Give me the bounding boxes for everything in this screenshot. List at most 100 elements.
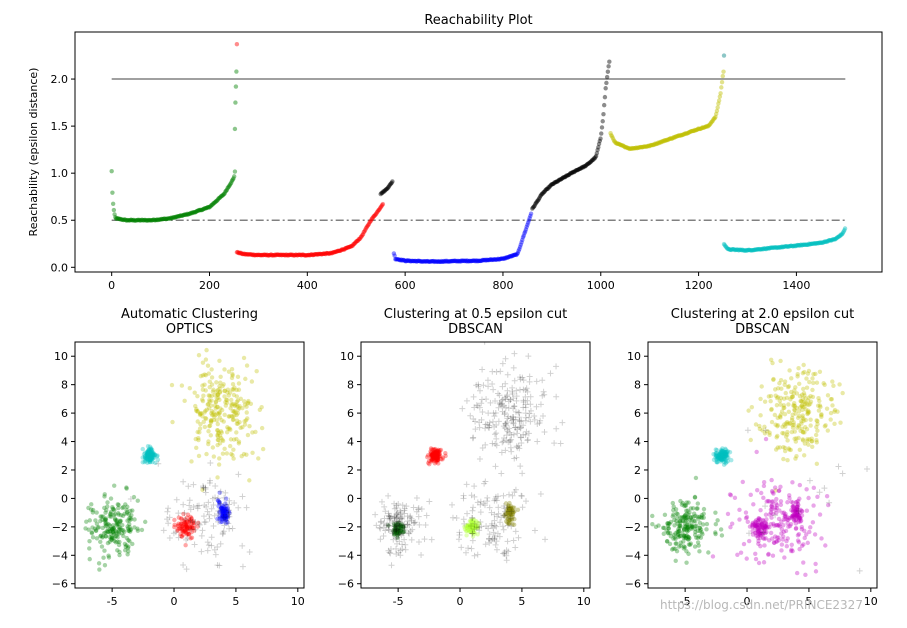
y-tick-label: 2.0: [51, 73, 69, 86]
cluster-point: [145, 452, 151, 458]
reach-point: [742, 248, 747, 253]
reach-point: [375, 209, 380, 214]
reach-point: [444, 258, 449, 264]
reach-point: [322, 251, 328, 256]
cluster-point: [823, 423, 828, 428]
cluster-point: [126, 528, 132, 534]
noise-point: [395, 549, 402, 556]
cluster-point: [226, 369, 232, 374]
reach-point: [746, 247, 751, 253]
reach-point: [642, 144, 647, 149]
cluster-point: [778, 358, 783, 364]
reach-point: [740, 248, 746, 253]
cluster-point: [504, 507, 510, 513]
noise-point: [392, 523, 399, 530]
reach-point: [363, 226, 369, 231]
reach-point: [723, 244, 728, 249]
noise-point: [215, 507, 222, 514]
cluster-point: [706, 550, 711, 555]
reach-point: [713, 111, 719, 117]
noise-point: [517, 376, 524, 383]
x-tick-label: 1000: [587, 279, 615, 292]
x-tick-label: 10: [864, 595, 878, 608]
cluster-point: [217, 441, 223, 446]
cluster-point: [170, 419, 175, 425]
cluster-point: [813, 432, 819, 438]
noise-point: [381, 503, 388, 510]
reach-point: [196, 208, 201, 213]
cluster-point: [243, 418, 249, 423]
reach-point: [168, 216, 173, 221]
cluster-point: [90, 507, 96, 513]
cluster-point: [259, 405, 264, 410]
reach-point: [470, 258, 475, 264]
cluster-point: [753, 551, 758, 557]
noise-point: [476, 424, 483, 431]
reach-point: [672, 134, 678, 140]
cluster-point: [722, 449, 727, 455]
reach-point: [346, 244, 352, 250]
cluster-point: [399, 522, 405, 527]
noise-point: [180, 478, 187, 485]
reach-point: [227, 182, 232, 188]
reach-point: [306, 252, 311, 258]
cluster-point: [224, 506, 229, 511]
noise-point: [422, 521, 429, 528]
reach-point: [292, 253, 298, 258]
noise-point: [381, 515, 388, 522]
cluster-point: [114, 522, 120, 528]
reach-point: [356, 237, 361, 242]
reach-point: [719, 79, 725, 85]
reach-point: [299, 253, 304, 258]
reach-point: [417, 258, 422, 264]
cluster-point: [214, 404, 220, 409]
reach-point: [160, 216, 166, 222]
cluster-point: [432, 454, 438, 459]
reach-point: [454, 259, 459, 264]
noise-point: [386, 513, 393, 520]
cluster-point: [217, 415, 222, 420]
cluster-point: [431, 452, 437, 458]
cluster-point: [215, 428, 220, 433]
cluster-point: [145, 453, 150, 459]
cluster-point: [86, 527, 91, 532]
reach-point: [377, 207, 382, 212]
cluster-point: [103, 510, 108, 515]
cluster-point: [788, 522, 794, 527]
reach-point: [495, 256, 501, 262]
noise-point: [380, 520, 387, 527]
reach-point: [748, 247, 753, 253]
cluster-point: [704, 521, 710, 527]
cluster-point: [229, 375, 235, 381]
cluster-point: [801, 362, 806, 368]
reach-point: [506, 254, 512, 260]
noise-point: [222, 489, 229, 496]
reach-point: [610, 135, 615, 141]
cluster-point: [146, 455, 152, 461]
cluster-point: [395, 531, 401, 537]
noise-point: [195, 502, 202, 509]
cluster-point: [790, 480, 795, 485]
reach-point: [497, 257, 502, 262]
cluster-point: [434, 453, 439, 458]
reach-point: [730, 247, 736, 252]
reach-point: [514, 252, 519, 258]
noise-point: [391, 505, 398, 512]
reach-point: [386, 184, 391, 189]
cluster-point: [684, 560, 689, 565]
y-tick-label: −4: [52, 549, 68, 562]
cluster-point: [740, 479, 745, 485]
reach-point: [343, 245, 348, 251]
cluster-point: [213, 406, 219, 411]
cluster-point: [426, 458, 432, 464]
reach-point: [269, 252, 274, 257]
reach-point: [290, 252, 295, 257]
cluster-point: [196, 453, 202, 459]
cluster-point: [192, 390, 197, 395]
reach-point: [800, 242, 805, 248]
reach-point: [114, 216, 120, 221]
reach-point: [672, 135, 677, 140]
cluster-point: [470, 523, 475, 528]
reach-point: [400, 258, 405, 263]
cluster-point: [224, 451, 230, 456]
